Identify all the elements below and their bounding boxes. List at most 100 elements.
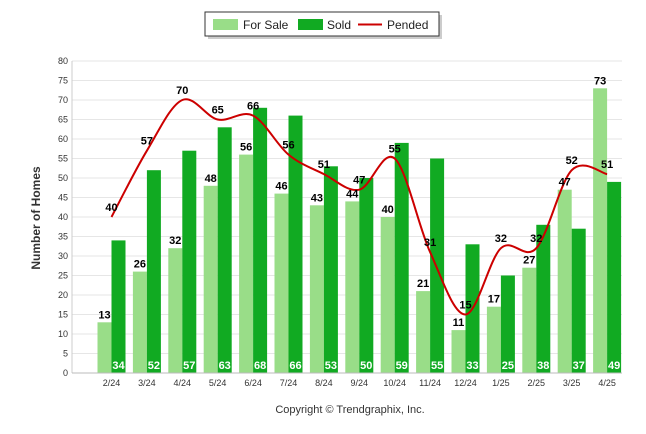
sold-value-label: 49 xyxy=(608,360,620,372)
bar-for-sale[interactable] xyxy=(274,193,289,373)
bar-sold[interactable] xyxy=(571,228,586,373)
pended-value-label: 56 xyxy=(282,140,294,152)
y-tick-label: 50 xyxy=(58,173,68,183)
for-sale-value-label: 13 xyxy=(98,309,110,321)
bar-sold[interactable] xyxy=(253,107,268,374)
bar-for-sale[interactable] xyxy=(557,189,572,373)
bar-sold[interactable] xyxy=(111,240,126,373)
bar-sold[interactable] xyxy=(394,142,409,373)
y-tick-label: 80 xyxy=(58,56,68,66)
y-tick-label: 45 xyxy=(58,193,68,203)
sold-value-label: 63 xyxy=(219,360,231,372)
legend-label-for-sale[interactable]: For Sale xyxy=(243,18,289,32)
bar-for-sale[interactable] xyxy=(522,267,537,373)
bar-sold[interactable] xyxy=(217,127,232,373)
x-tick-label: 5/24 xyxy=(209,378,227,388)
sold-value-label: 25 xyxy=(502,360,514,372)
y-tick-label: 75 xyxy=(58,76,68,86)
bar-for-sale[interactable] xyxy=(451,330,466,373)
y-tick-label: 60 xyxy=(58,134,68,144)
x-tick-label: 9/24 xyxy=(351,378,369,388)
bar-for-sale[interactable] xyxy=(486,306,501,373)
for-sale-value-label: 73 xyxy=(594,75,606,87)
bar-sold[interactable] xyxy=(607,181,622,373)
x-tick-label: 10/24 xyxy=(383,378,406,388)
bar-sold[interactable] xyxy=(323,166,338,373)
bar-for-sale[interactable] xyxy=(203,185,218,373)
sold-value-label: 66 xyxy=(289,360,301,372)
pended-value-label: 70 xyxy=(176,85,188,97)
for-sale-value-label: 44 xyxy=(346,188,359,200)
sold-value-label: 37 xyxy=(573,360,585,372)
bar-sold[interactable] xyxy=(182,150,197,373)
x-tick-label: 3/25 xyxy=(563,378,581,388)
x-tick-label: 11/24 xyxy=(419,378,441,388)
for-sale-value-label: 43 xyxy=(311,192,323,204)
for-sale-value-label: 11 xyxy=(453,317,465,329)
pended-value-label: 15 xyxy=(459,300,471,312)
x-tick-label: 4/25 xyxy=(598,378,616,388)
y-tick-label: 70 xyxy=(58,95,68,105)
pended-value-label: 32 xyxy=(530,233,542,245)
data-labels: 13 26 32 48 56 46 43 44 40 21 11 17 27 47 73 34 52 57 63 68… xyxy=(98,75,620,372)
for-sale-value-label: 56 xyxy=(240,142,252,154)
sold-value-label: 38 xyxy=(537,360,549,372)
y-tick-label: 65 xyxy=(58,115,68,125)
x-tick-label: 6/24 xyxy=(244,378,262,388)
y-tick-label: 0 xyxy=(63,368,68,378)
bar-for-sale[interactable] xyxy=(380,217,395,373)
pended-line[interactable] xyxy=(110,98,608,316)
legend-label-pended[interactable]: Pended xyxy=(387,18,428,32)
y-tick-label: 15 xyxy=(58,310,68,320)
x-tick-label: 1/25 xyxy=(492,378,510,388)
axes: 0 5 10 15 20 25 30 35 40 45 50 55 60 65 70 75 80 2/24 3/24… xyxy=(58,56,622,388)
sold-value-label: 33 xyxy=(466,360,478,372)
bar-sold[interactable] xyxy=(430,158,445,374)
legend[interactable]: For Sale Sold Pended xyxy=(204,11,442,39)
x-tick-label: 2/24 xyxy=(103,378,121,388)
sold-value-label: 52 xyxy=(148,360,160,372)
pended-value-label: 66 xyxy=(247,101,259,113)
legend-swatch-for-sale[interactable] xyxy=(213,19,238,30)
x-tick-label: 2/25 xyxy=(528,378,546,388)
pended-value-label: 51 xyxy=(318,159,330,171)
bar-sold[interactable] xyxy=(500,275,515,374)
bar-for-sale[interactable] xyxy=(168,248,183,373)
bar-for-sale[interactable] xyxy=(97,322,112,373)
y-tick-label: 40 xyxy=(58,212,68,222)
bar-sold[interactable] xyxy=(359,178,374,373)
bar-for-sale[interactable] xyxy=(345,201,360,373)
for-sale-value-label: 17 xyxy=(488,294,500,306)
x-tick-label: 7/24 xyxy=(280,378,298,388)
for-sale-value-label: 26 xyxy=(134,259,146,271)
pended-value-label: 52 xyxy=(566,155,578,167)
bar-for-sale[interactable] xyxy=(593,88,608,374)
y-tick-label: 5 xyxy=(63,349,68,359)
bar-for-sale[interactable] xyxy=(416,291,431,373)
for-sale-value-label: 48 xyxy=(205,173,217,185)
legend-label-sold[interactable]: Sold xyxy=(327,18,351,32)
bar-for-sale[interactable] xyxy=(239,154,254,373)
bar-sold[interactable] xyxy=(288,115,303,373)
for-sale-value-label: 46 xyxy=(275,181,287,193)
x-tick-label: 12/24 xyxy=(454,378,477,388)
bar-sold[interactable] xyxy=(146,170,161,373)
bars xyxy=(97,88,622,374)
pended-value-label: 65 xyxy=(212,105,224,117)
pended-line-layer xyxy=(110,98,608,316)
bar-sold[interactable] xyxy=(536,224,551,373)
legend-swatch-sold[interactable] xyxy=(298,19,323,30)
sold-value-label: 50 xyxy=(360,360,372,372)
bar-for-sale[interactable] xyxy=(132,271,147,373)
sold-value-label: 34 xyxy=(112,360,125,372)
y-tick-label: 10 xyxy=(58,329,68,339)
sold-value-label: 57 xyxy=(183,360,195,372)
pended-value-label: 31 xyxy=(424,237,436,249)
y-tick-label: 30 xyxy=(58,251,68,261)
bar-for-sale[interactable] xyxy=(309,205,324,373)
y-axis-title: Number of Homes xyxy=(29,166,43,270)
for-sale-value-label: 32 xyxy=(169,235,181,247)
y-tick-label: 20 xyxy=(58,290,68,300)
pended-value-label: 57 xyxy=(141,136,153,148)
